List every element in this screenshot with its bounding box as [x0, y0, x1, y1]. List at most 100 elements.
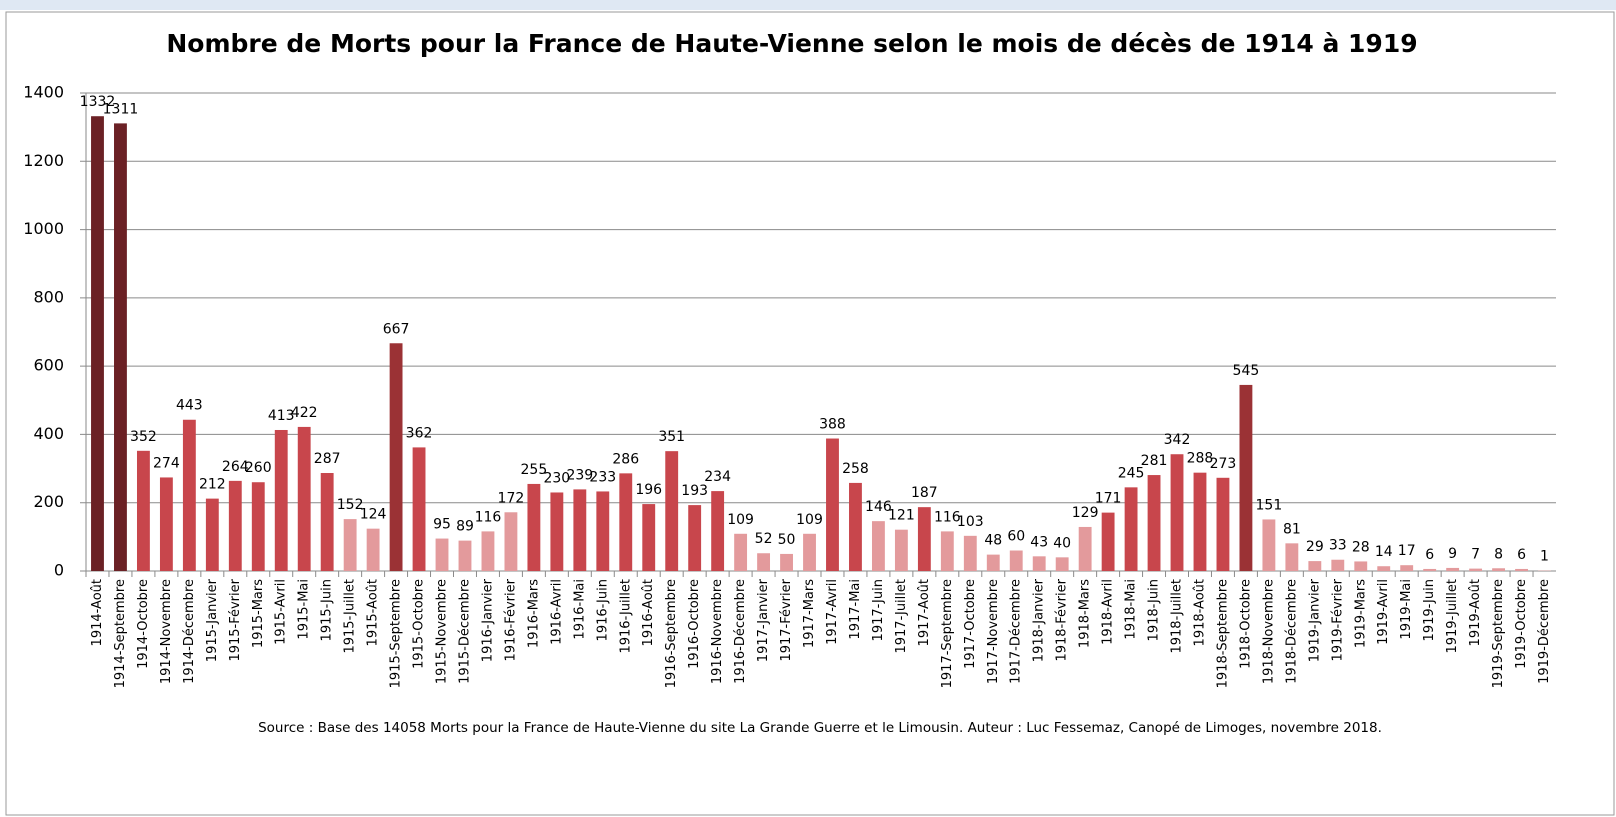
y-tick-label: 1000: [23, 219, 64, 238]
data-label: 6: [1517, 547, 1526, 563]
bar: [1262, 519, 1276, 571]
bar: [481, 531, 495, 571]
x-tick-label: 1918-Mai: [1124, 579, 1139, 640]
bar: [849, 482, 862, 571]
bar: [274, 429, 288, 571]
x-tick-label: 1917-Octobre: [963, 579, 978, 669]
top-strip: [0, 0, 1616, 10]
x-tick-label: 1915-Août: [366, 579, 381, 646]
data-label: 1: [1540, 549, 1549, 565]
x-tick-label: 1915-Février: [228, 578, 243, 661]
data-label: 50: [778, 532, 796, 548]
x-tick-label: 1914-Octobre: [136, 579, 151, 669]
bar: [826, 438, 839, 571]
x-tick-label: 1919-Juillet: [1445, 579, 1460, 654]
x-tick-label: 1915-Avril: [274, 579, 289, 645]
data-label: 443: [176, 398, 203, 414]
data-label: 129: [1072, 505, 1099, 521]
data-label: 6: [1425, 547, 1434, 563]
x-tick-label: 1915-Octobre: [412, 579, 427, 669]
x-tick-label: 1919-Avril: [1376, 579, 1391, 645]
bar: [458, 540, 472, 571]
bar: [1331, 559, 1345, 571]
x-tick-label: 1916-Décembre: [733, 579, 748, 684]
bar: [1147, 475, 1161, 571]
bar: [366, 528, 380, 571]
data-label: 151: [1256, 497, 1283, 513]
data-label: 29: [1306, 539, 1324, 555]
bar: [1193, 472, 1207, 571]
bar: [757, 553, 771, 571]
x-tick-label: 1917-Janvier: [756, 578, 771, 662]
x-tick-label: 1916-Novembre: [710, 579, 725, 684]
data-label: 388: [819, 417, 846, 433]
bar: [1101, 512, 1115, 571]
bar: [320, 473, 334, 571]
x-tick-label: 1917-Février: [779, 578, 794, 661]
bar: [1285, 543, 1299, 571]
data-label: 287: [314, 451, 341, 467]
bar: [205, 498, 219, 571]
data-label: 274: [153, 455, 180, 471]
x-tick-label: 1918-Avril: [1101, 579, 1116, 645]
data-label: 255: [521, 462, 548, 478]
bar: [1170, 454, 1184, 571]
x-tick-label: 1915-Septembre: [389, 579, 404, 688]
bar: [412, 447, 426, 571]
data-label: 413: [268, 408, 295, 424]
bar: [550, 492, 564, 571]
x-tick-label: 1916-Février: [503, 578, 518, 661]
x-tick-label: 1918-Mars: [1078, 579, 1093, 648]
data-label: 1332: [80, 94, 116, 110]
data-label: 52: [755, 531, 773, 547]
bar: [182, 419, 196, 571]
data-label: 146: [865, 499, 892, 515]
x-tick-label: 1917-Juin: [871, 579, 886, 641]
data-label: 116: [934, 509, 961, 525]
bar: [986, 554, 1000, 571]
x-tick-label: 1919-Mai: [1399, 579, 1414, 640]
data-label: 89: [456, 519, 474, 535]
bar: [136, 450, 150, 571]
x-tick-label: 1918-Août: [1192, 579, 1207, 646]
bar: [1308, 561, 1322, 571]
y-tick-label: 800: [33, 287, 64, 306]
data-label: 260: [245, 460, 272, 476]
data-label: 124: [360, 507, 387, 523]
bar: [1423, 568, 1437, 571]
source-note: Source : Base des 14058 Morts pour la Fr…: [258, 720, 1382, 736]
data-label: 239: [566, 467, 593, 483]
data-label: 212: [199, 477, 226, 493]
x-tick-label: 1917-Avril: [825, 579, 840, 645]
x-tick-label: 1917-Mai: [848, 579, 863, 640]
data-label: 362: [406, 425, 433, 441]
chart-frame: [5, 11, 1615, 816]
x-tick-label: 1918-Septembre: [1215, 579, 1230, 688]
x-tick-label: 1915-Mars: [251, 579, 266, 648]
x-tick-label: 1915-Juin: [320, 579, 335, 641]
data-label: 33: [1329, 538, 1347, 554]
data-label: 95: [433, 517, 451, 533]
bar: [527, 483, 541, 571]
data-label: 109: [727, 512, 754, 528]
bar: [940, 531, 954, 571]
data-label: 281: [1141, 453, 1168, 469]
y-tick-label: 0: [54, 561, 64, 580]
bar: [91, 116, 104, 572]
bar: [1055, 557, 1069, 571]
x-tick-label: 1918-Décembre: [1284, 579, 1299, 684]
bar: [871, 521, 885, 571]
data-label: 351: [658, 429, 685, 445]
bar: [1009, 550, 1023, 571]
bar: [573, 489, 587, 571]
data-label: 196: [635, 482, 662, 498]
x-tick-label: 1917-Juillet: [894, 579, 909, 654]
y-tick-label: 1200: [23, 151, 64, 170]
data-label: 43: [1030, 534, 1048, 550]
data-label: 121: [888, 508, 915, 524]
bar: [665, 451, 679, 571]
x-tick-label: 1916-Avril: [549, 579, 564, 645]
data-label: 230: [543, 470, 570, 486]
data-label: 152: [337, 497, 364, 513]
bar: [1515, 568, 1528, 571]
